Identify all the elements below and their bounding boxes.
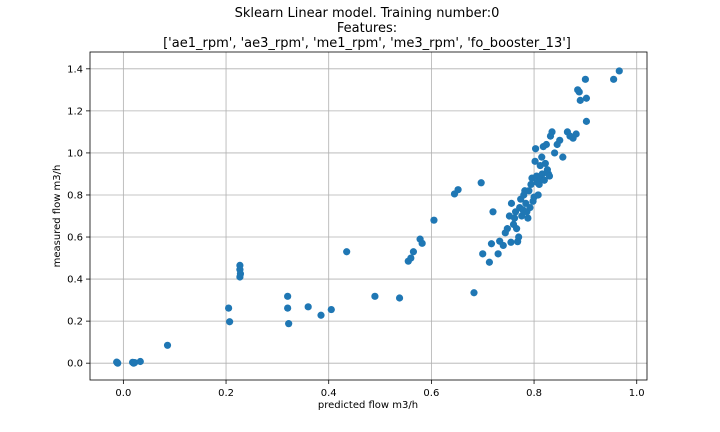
y-tick-label: 0.0 xyxy=(67,359,83,370)
scatter-point xyxy=(285,320,293,328)
scatter-point xyxy=(538,153,546,161)
title-line-2: Features: xyxy=(337,21,397,36)
scatter-point xyxy=(163,341,172,349)
x-axis-label: predicted flow m3/h xyxy=(318,400,418,411)
scatter-point xyxy=(513,225,521,233)
scatter-point xyxy=(615,67,623,75)
x-tick-label: 0.2 xyxy=(218,388,234,399)
y-tick-label: 1.4 xyxy=(67,64,83,75)
scatter-point xyxy=(430,216,438,224)
scatter-point xyxy=(494,250,502,258)
scatter-point xyxy=(131,358,139,367)
x-tick-label: 0.4 xyxy=(321,388,337,399)
scatter-point xyxy=(548,128,556,136)
scatter-point xyxy=(550,149,559,157)
scatter-point xyxy=(545,172,554,180)
scatter-point xyxy=(532,145,540,153)
scatter-point xyxy=(479,250,487,258)
scatter-point xyxy=(395,294,404,302)
scatter-point xyxy=(572,130,580,138)
scatter-point xyxy=(556,136,564,144)
scatter-point xyxy=(304,303,312,311)
y-axis-label: measured flow m3/h xyxy=(52,165,63,268)
scatter-point xyxy=(582,117,591,125)
scatter-point xyxy=(454,186,462,194)
scatter-point xyxy=(524,214,532,222)
scatter-point xyxy=(485,258,493,266)
chart-title: Sklearn Linear model. Training number:0 … xyxy=(163,6,571,51)
scatter-point xyxy=(515,233,523,241)
y-tick-label: 0.8 xyxy=(67,190,83,201)
scatter-point xyxy=(343,248,351,256)
scatter-point xyxy=(487,240,496,248)
x-tick-label: 0.0 xyxy=(115,388,131,399)
scatter-point xyxy=(503,225,511,233)
scatter-point xyxy=(226,318,234,326)
scatter-point xyxy=(581,75,589,83)
scatter-point xyxy=(531,157,539,165)
scatter-point xyxy=(526,203,534,212)
scatter-point xyxy=(317,311,325,319)
scatter-point xyxy=(418,239,426,247)
grid-lines xyxy=(90,52,647,380)
scatter-point xyxy=(538,170,546,178)
scatter-point xyxy=(534,191,542,199)
scatter-point xyxy=(527,180,535,189)
scatter-point xyxy=(525,187,533,195)
y-tick-label: 0.6 xyxy=(67,233,83,244)
scatter-point xyxy=(541,159,549,168)
scatter-point xyxy=(540,176,548,184)
scatter-point xyxy=(371,292,379,300)
y-tick-label: 1.2 xyxy=(67,106,83,117)
scatter-point xyxy=(470,289,478,297)
scatter-point xyxy=(236,273,244,281)
scatter-point xyxy=(610,75,618,83)
scatter-point xyxy=(409,248,418,256)
axis-ticks: 0.0 0.2 0.4 0.6 0.8 1.0 0.0 0.2 0.4 0.6 0.8 1.0 1.2 1… xyxy=(67,64,645,399)
scatter-point xyxy=(518,212,526,220)
scatter-point xyxy=(284,292,292,300)
scatter-point xyxy=(510,214,519,222)
x-tick-label: 1.0 xyxy=(629,388,645,399)
title-line-3: ['ae1_rpm', 'ae3_rpm', 'me1_rpm', 'me3_r… xyxy=(163,36,571,51)
scatter-point xyxy=(407,254,415,262)
y-tick-label: 0.4 xyxy=(67,275,83,286)
scatter-point xyxy=(113,358,121,366)
x-tick-label: 0.6 xyxy=(423,388,439,399)
title-line-1: Sklearn Linear model. Training number:0 xyxy=(235,6,500,21)
x-tick-label: 0.8 xyxy=(526,388,542,399)
scatter-point xyxy=(582,94,591,102)
scatter-point xyxy=(477,179,485,187)
scatter-point xyxy=(559,153,567,161)
scatter-point xyxy=(575,88,583,96)
scatter-point xyxy=(489,208,497,216)
scatter-point xyxy=(507,238,515,246)
scatter-point xyxy=(284,304,292,312)
plot-frame xyxy=(89,51,648,381)
scatter-point xyxy=(136,357,144,366)
scatter-point xyxy=(535,180,543,189)
scatter-point xyxy=(499,241,507,250)
y-tick-label: 0.2 xyxy=(67,317,83,328)
scatter-point xyxy=(576,96,584,104)
data-points xyxy=(113,67,623,367)
scatter-point xyxy=(542,140,550,149)
y-tick-label: 1.0 xyxy=(67,148,83,159)
scatter-point xyxy=(327,305,335,314)
scatter-point xyxy=(225,304,233,312)
scatter-point xyxy=(507,199,516,207)
